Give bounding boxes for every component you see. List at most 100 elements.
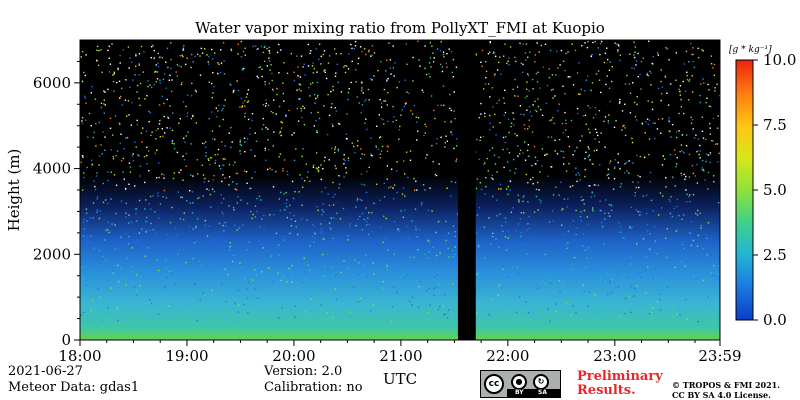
noise-point (155, 129, 158, 132)
noise-point (190, 174, 192, 176)
noise-point (80, 56, 82, 58)
noise-point (90, 125, 92, 127)
noise-point (646, 212, 648, 215)
noise-point (412, 243, 414, 245)
noise-point (690, 53, 693, 56)
x-tick-label: 22:00 (486, 347, 529, 365)
noise-point (307, 65, 310, 67)
noise-point (85, 208, 88, 210)
noise-point (391, 168, 393, 170)
noise-point (376, 183, 378, 185)
noise-point (528, 215, 530, 218)
noise-point (134, 141, 136, 143)
noise-point (688, 195, 690, 198)
noise-point (177, 253, 179, 256)
noise-point (526, 95, 528, 97)
noise-point (570, 314, 572, 316)
noise-point (717, 244, 720, 247)
noise-point (254, 288, 256, 290)
noise-point (381, 145, 384, 148)
noise-point (639, 155, 641, 158)
noise-point (644, 269, 647, 272)
noise-point (254, 155, 256, 157)
noise-point (526, 109, 528, 111)
noise-point (507, 118, 510, 120)
noise-point (118, 122, 120, 124)
noise-point (563, 281, 565, 283)
x-tick-label: 21:00 (379, 347, 422, 365)
noise-point (399, 276, 402, 278)
noise-point (194, 89, 197, 91)
noise-point (409, 150, 412, 152)
noise-point (623, 124, 625, 127)
noise-point (108, 57, 110, 59)
noise-point (244, 112, 246, 115)
noise-point (485, 177, 487, 179)
noise-point (191, 53, 193, 56)
noise-point (190, 95, 193, 97)
noise-point (452, 249, 454, 252)
noise-point (237, 53, 239, 55)
noise-point (150, 57, 152, 59)
noise-point (312, 236, 314, 238)
noise-point (320, 164, 322, 166)
noise-point (251, 119, 253, 122)
noise-point (701, 116, 703, 118)
noise-point (523, 212, 525, 214)
noise-point (146, 95, 148, 97)
noise-point (552, 220, 554, 222)
noise-point (499, 295, 501, 297)
noise-point (193, 283, 196, 285)
noise-point (379, 199, 381, 201)
noise-point (91, 163, 94, 166)
noise-point (386, 59, 388, 61)
noise-point (523, 124, 526, 126)
noise-point (508, 57, 510, 59)
noise-point (427, 239, 429, 242)
noise-point (710, 55, 712, 57)
noise-point (644, 156, 646, 159)
noise-point (232, 254, 235, 257)
noise-point (702, 137, 705, 139)
noise-point (660, 69, 662, 71)
noise-point (244, 54, 246, 56)
noise-point (181, 82, 183, 84)
noise-point (701, 130, 704, 133)
noise-point (431, 45, 433, 47)
noise-point (492, 106, 494, 108)
noise-point (264, 149, 266, 152)
noise-point (674, 185, 676, 187)
noise-point (445, 62, 447, 65)
noise-point (289, 265, 291, 267)
noise-point (128, 67, 130, 69)
noise-point (392, 121, 394, 123)
noise-point (372, 262, 374, 264)
noise-point (204, 48, 206, 50)
noise-point (619, 168, 621, 170)
noise-point (559, 64, 561, 66)
noise-point (331, 103, 333, 105)
noise-point (228, 163, 231, 166)
noise-point (95, 175, 98, 177)
noise-point (315, 130, 318, 132)
noise-point (695, 134, 697, 136)
noise-point (262, 117, 264, 120)
noise-point (713, 265, 715, 267)
noise-point (96, 211, 98, 213)
noise-point (589, 107, 591, 109)
noise-point (336, 212, 338, 214)
noise-point (600, 132, 602, 134)
noise-point (173, 238, 175, 240)
noise-point (498, 188, 500, 190)
noise-point (499, 122, 501, 124)
noise-point (247, 281, 249, 284)
noise-point (296, 233, 299, 236)
noise-point (293, 71, 295, 73)
noise-point (587, 146, 589, 148)
noise-point (617, 161, 619, 164)
noise-point (500, 188, 502, 190)
noise-point (588, 148, 590, 150)
noise-point (136, 84, 139, 87)
noise-point (607, 58, 609, 61)
noise-point (344, 65, 346, 67)
